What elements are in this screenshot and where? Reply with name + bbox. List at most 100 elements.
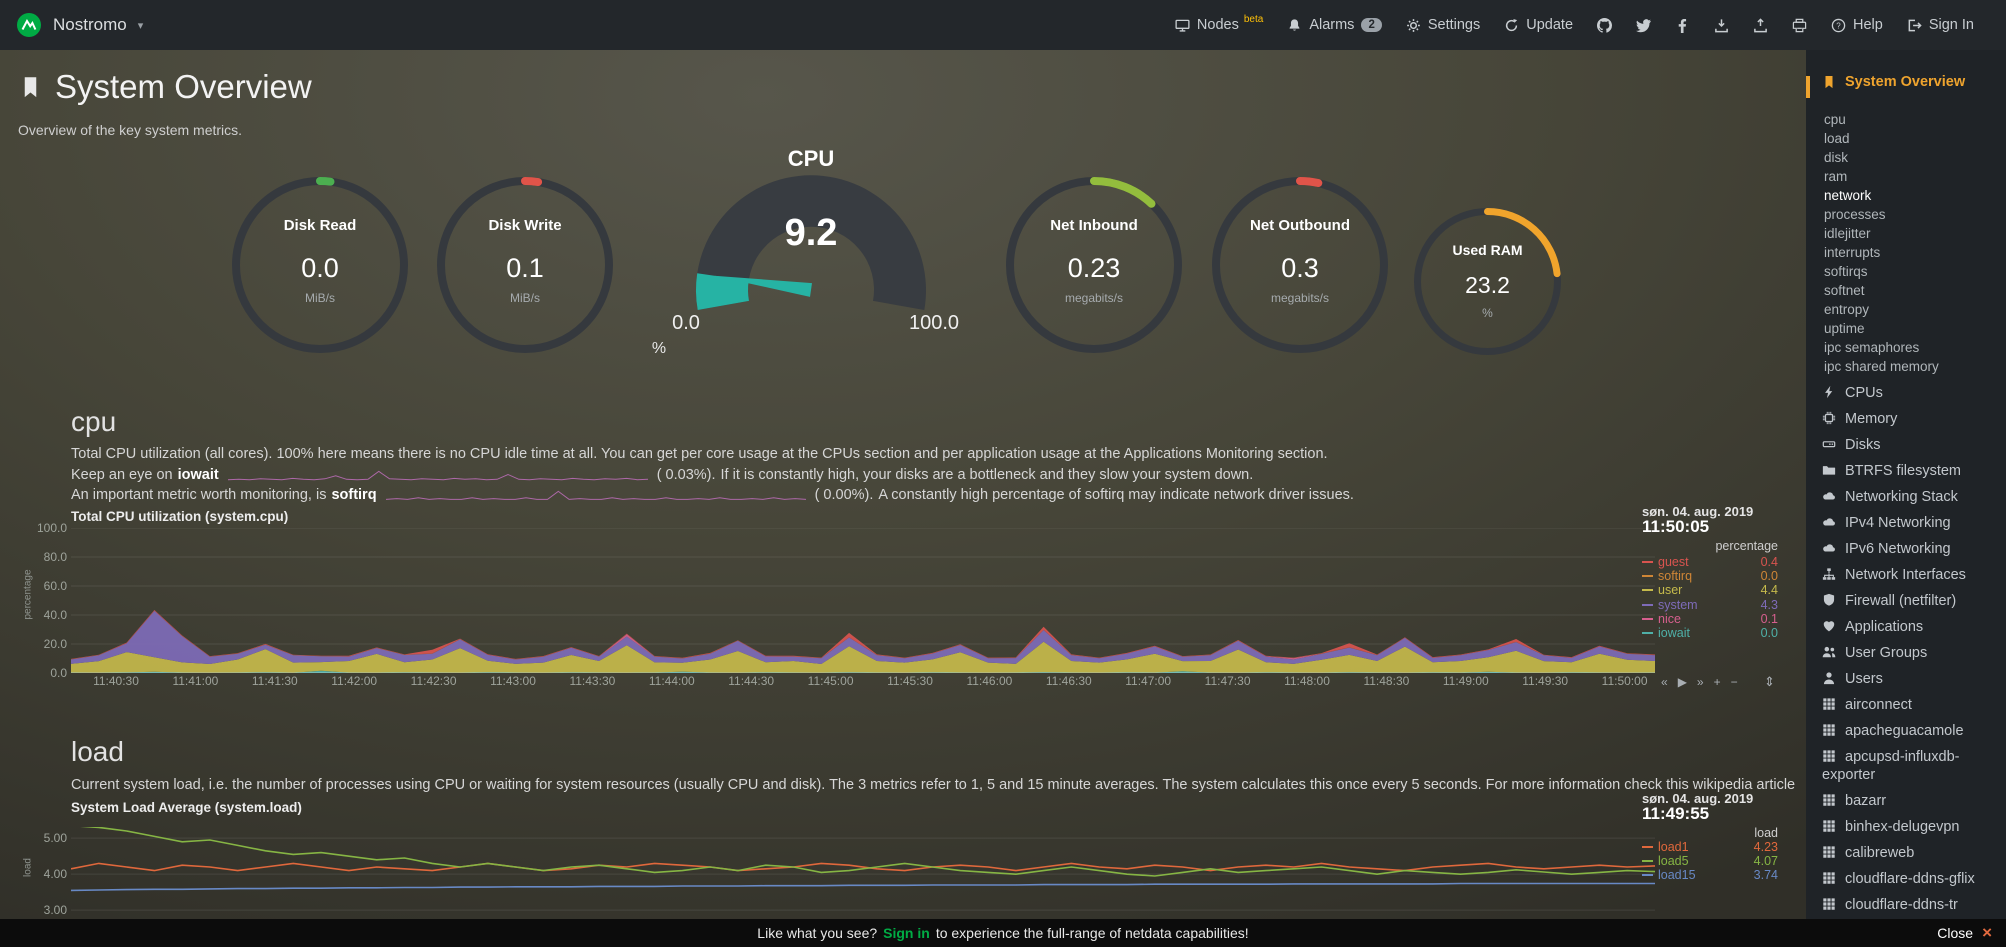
sidebar-section-bazarr[interactable]: bazarr xyxy=(1806,788,2006,814)
gauge-title: Net Outbound xyxy=(1250,217,1350,234)
load-chart-title: System Load Average (system.load) xyxy=(71,800,302,815)
nav-item-twitter[interactable] xyxy=(1624,0,1663,50)
nav-item-print[interactable] xyxy=(1780,0,1819,50)
chart-zoom-in-icon[interactable]: + xyxy=(1713,675,1721,689)
legend-row-load1[interactable]: load1 4.23 xyxy=(1642,840,1778,854)
heart-icon xyxy=(1822,619,1836,633)
net-inbound-gauge[interactable]: Net Inbound 0.23 megabits/s xyxy=(1005,176,1183,354)
gauge-value: 23.2 xyxy=(1465,272,1510,298)
sidebar-section-user-groups[interactable]: User Groups xyxy=(1806,640,2006,666)
nav-item-signin[interactable]: Sign In xyxy=(1895,0,1986,50)
bolt-icon xyxy=(1822,385,1836,399)
sidebar-item-uptime[interactable]: uptime xyxy=(1824,321,1865,336)
chart-resize-handle[interactable]: ⇕ xyxy=(1764,674,1775,689)
sidebar-item-disk[interactable]: disk xyxy=(1824,150,1849,165)
iowait-note: Keep an eye on iowait ( 0.03%). If it is… xyxy=(71,467,1254,483)
cpu-chart-plot[interactable] xyxy=(71,528,1655,673)
sidebar-item-ipc-semaphores[interactable]: ipc semaphores xyxy=(1824,340,1920,355)
cpu-chart-date: søn. 04. aug. 2019 xyxy=(1642,504,1754,519)
print-icon xyxy=(1792,18,1807,33)
banner-close-button[interactable]: Close × xyxy=(1937,923,1992,942)
nav-item-settings[interactable]: Settings xyxy=(1394,0,1492,50)
sidebar-section-cpus[interactable]: CPUs xyxy=(1806,380,2006,406)
legend-row-load5[interactable]: load5 4.07 xyxy=(1642,854,1778,868)
sidebar-item-load[interactable]: load xyxy=(1824,131,1850,146)
nav-item-alarms[interactable]: Alarms 2 xyxy=(1275,0,1394,50)
sidebar-section-users[interactable]: Users xyxy=(1806,666,2006,692)
sidebar-item-idlejitter[interactable]: idlejitter xyxy=(1824,226,1871,241)
legend-row-load15[interactable]: load15 3.74 xyxy=(1642,868,1778,882)
y-tick: 0.0 xyxy=(50,666,67,680)
sidebar-section-network-interfaces[interactable]: Network Interfaces xyxy=(1806,562,2006,588)
nav-item-download[interactable] xyxy=(1702,0,1741,50)
facebook-icon xyxy=(1675,18,1690,33)
cpu-chart-time: 11:50:05 xyxy=(1642,517,1710,536)
nav-item-update[interactable]: Update xyxy=(1492,0,1585,50)
iowait-sparkline[interactable] xyxy=(227,467,648,483)
cpu-gauge[interactable]: CPU 9.2 0.0 100.0 % xyxy=(652,146,961,361)
sidebar-item-cpu[interactable]: cpu xyxy=(1824,112,1846,127)
legend-row-user[interactable]: user 4.4 xyxy=(1642,583,1778,597)
chart-pan-forward-icon[interactable]: » xyxy=(1696,675,1704,689)
sidebar-item-system-overview[interactable]: System Overview xyxy=(1806,50,2006,100)
sidebar-item-softirqs[interactable]: softirqs xyxy=(1824,264,1868,279)
legend-value: 3.74 xyxy=(1753,868,1778,883)
sidebar-item-ram[interactable]: ram xyxy=(1824,169,1848,184)
banner-message: Like what you see? Sign in to experience t… xyxy=(757,925,1249,941)
sidebar-section-memory[interactable]: Memory xyxy=(1806,406,2006,432)
sidebar-section-cloudflare-ddns-tr[interactable]: cloudflare-ddns-tr xyxy=(1806,892,2006,918)
cpu-gauge-arc xyxy=(661,164,961,329)
sidebar-item-ipc-shared-memory[interactable]: ipc shared memory xyxy=(1824,359,1939,374)
sidebar-item-entropy[interactable]: entropy xyxy=(1824,302,1870,317)
sidebar-section-disks[interactable]: Disks xyxy=(1806,432,2006,458)
gauge-title: Disk Write xyxy=(488,217,562,234)
x-tick: 11:48:00 xyxy=(1284,674,1330,688)
nav-item-upload[interactable] xyxy=(1741,0,1780,50)
sidebar-section-apcupsd-influxdb-exporter[interactable]: apcupsd-influxdb-exporter xyxy=(1822,749,1960,783)
sidebar-section-apacheguacamole[interactable]: apacheguacamole xyxy=(1806,718,2006,744)
legend-row-system[interactable]: system 4.3 xyxy=(1642,598,1778,612)
net-outbound-gauge[interactable]: Net Outbound 0.3 megabits/s xyxy=(1211,176,1389,354)
disk-read-gauge[interactable]: Disk Read 0.0 MiB/s xyxy=(231,176,409,354)
disk-write-gauge[interactable]: Disk Write 0.1 MiB/s xyxy=(436,176,614,354)
sidebar-item-interrupts[interactable]: interrupts xyxy=(1824,245,1881,260)
legend-dash xyxy=(1642,603,1653,606)
sidebar-section-airconnect[interactable]: airconnect xyxy=(1806,692,2006,718)
upload-icon xyxy=(1753,18,1768,33)
page-subtitle: Overview of the key system metrics. xyxy=(18,122,243,138)
sidebar-section-binhex-delugevpn[interactable]: binhex-delugevpn xyxy=(1806,814,2006,840)
sidebar-section-calibreweb[interactable]: calibreweb xyxy=(1806,840,2006,866)
gauge-title: Used RAM xyxy=(1452,242,1523,258)
bell-icon xyxy=(1287,18,1302,33)
nav-item-help[interactable]: Help xyxy=(1819,0,1895,50)
sidebar-section-firewall-netfilter-[interactable]: Firewall (netfilter) xyxy=(1806,588,2006,614)
nav-item-facebook[interactable] xyxy=(1663,0,1702,50)
x-tick: 11:44:30 xyxy=(728,674,775,688)
legend-row-iowait[interactable]: iowait 0.0 xyxy=(1642,626,1778,640)
sidebar-section-ipv6-networking[interactable]: IPv6 Networking xyxy=(1806,536,2006,562)
chart-pan-backward-icon[interactable]: « xyxy=(1661,675,1668,689)
sidebar-section-cloudflare-ddns-gflix[interactable]: cloudflare-ddns-gflix xyxy=(1806,866,2006,892)
chart-zoom-out-icon[interactable]: − xyxy=(1730,675,1738,689)
nav-item-nodes[interactable]: Nodes beta xyxy=(1163,0,1275,50)
load-chart-plot[interactable] xyxy=(71,827,1655,919)
agent-selector[interactable]: Nostromo ▾ xyxy=(0,12,159,38)
sidebar-item-processes[interactable]: processes xyxy=(1824,207,1886,222)
sidebar-item-softnet[interactable]: softnet xyxy=(1824,283,1865,298)
legend-row-nice[interactable]: nice 0.1 xyxy=(1642,612,1778,626)
softirq-sparkline[interactable] xyxy=(385,487,806,503)
banner-signin-link[interactable]: Sign in xyxy=(883,925,930,941)
nav-item-github[interactable] xyxy=(1585,0,1624,50)
sidebar-section-btrfs-filesystem[interactable]: BTRFS filesystem xyxy=(1806,458,2006,484)
legend-row-guest[interactable]: guest 0.4 xyxy=(1642,555,1778,569)
sidebar-item-network[interactable]: network xyxy=(1824,188,1872,203)
nav-item-nodes-label: Nodes xyxy=(1196,17,1239,33)
sidebar-section-ipv4-networking[interactable]: IPv4 Networking xyxy=(1806,510,2006,536)
chart-play-icon[interactable]: ▶ xyxy=(1677,675,1687,689)
grid-icon xyxy=(1822,749,1836,763)
sidebar-section-networking-stack[interactable]: Networking Stack xyxy=(1806,484,2006,510)
used-ram-gauge[interactable]: Used RAM 23.2 % xyxy=(1413,207,1562,356)
sidebar-section-applications[interactable]: Applications xyxy=(1806,614,2006,640)
legend-name: softirq xyxy=(1658,569,1693,584)
legend-row-softirq[interactable]: softirq 0.0 xyxy=(1642,569,1778,583)
